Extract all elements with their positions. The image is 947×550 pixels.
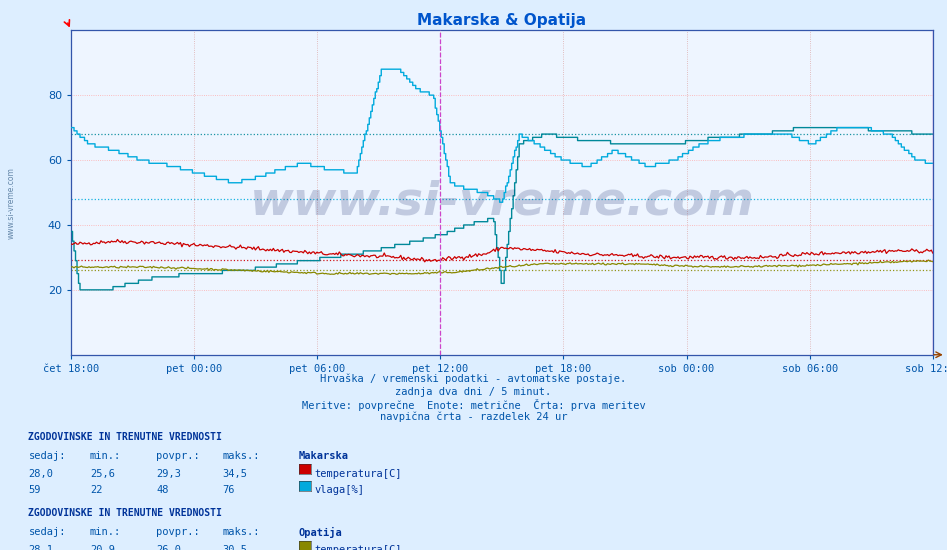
Text: povpr.:: povpr.: [156,527,200,537]
Text: www.si-vreme.com: www.si-vreme.com [7,168,16,239]
Text: min.:: min.: [90,527,121,537]
Title: Makarska & Opatija: Makarska & Opatija [418,13,586,28]
Text: 30,5: 30,5 [223,545,247,550]
Text: 48: 48 [156,485,169,495]
Text: ZGODOVINSKE IN TRENUTNE VREDNOSTI: ZGODOVINSKE IN TRENUTNE VREDNOSTI [28,432,223,442]
Text: maks.:: maks.: [223,527,260,537]
Text: Opatija: Opatija [298,527,342,538]
Text: www.si-vreme.com: www.si-vreme.com [249,180,755,225]
Text: povpr.:: povpr.: [156,451,200,461]
Text: 34,5: 34,5 [223,469,247,478]
Text: 26,0: 26,0 [156,545,181,550]
Text: Makarska: Makarska [298,451,348,461]
Text: 25,6: 25,6 [90,469,115,478]
Text: vlaga[%]: vlaga[%] [314,485,365,495]
Text: maks.:: maks.: [223,451,260,461]
Text: navpična črta - razdelek 24 ur: navpična črta - razdelek 24 ur [380,412,567,422]
Text: 28,1: 28,1 [28,545,53,550]
Text: 76: 76 [223,485,235,495]
Text: ZGODOVINSKE IN TRENUTNE VREDNOSTI: ZGODOVINSKE IN TRENUTNE VREDNOSTI [28,508,223,518]
Text: sedaj:: sedaj: [28,451,66,461]
Text: Hrvaška / vremenski podatki - avtomatske postaje.: Hrvaška / vremenski podatki - avtomatske… [320,374,627,384]
Text: 29,3: 29,3 [156,469,181,478]
Text: 20,9: 20,9 [90,545,115,550]
Text: temperatura[C]: temperatura[C] [314,545,402,550]
Text: 22: 22 [90,485,102,495]
Text: 59: 59 [28,485,41,495]
Text: min.:: min.: [90,451,121,461]
Text: sedaj:: sedaj: [28,527,66,537]
Text: zadnja dva dni / 5 minut.: zadnja dva dni / 5 minut. [396,387,551,397]
Text: temperatura[C]: temperatura[C] [314,469,402,478]
Text: Meritve: povprečne  Enote: metrične  Črta: prva meritev: Meritve: povprečne Enote: metrične Črta:… [302,399,645,411]
Text: 28,0: 28,0 [28,469,53,478]
